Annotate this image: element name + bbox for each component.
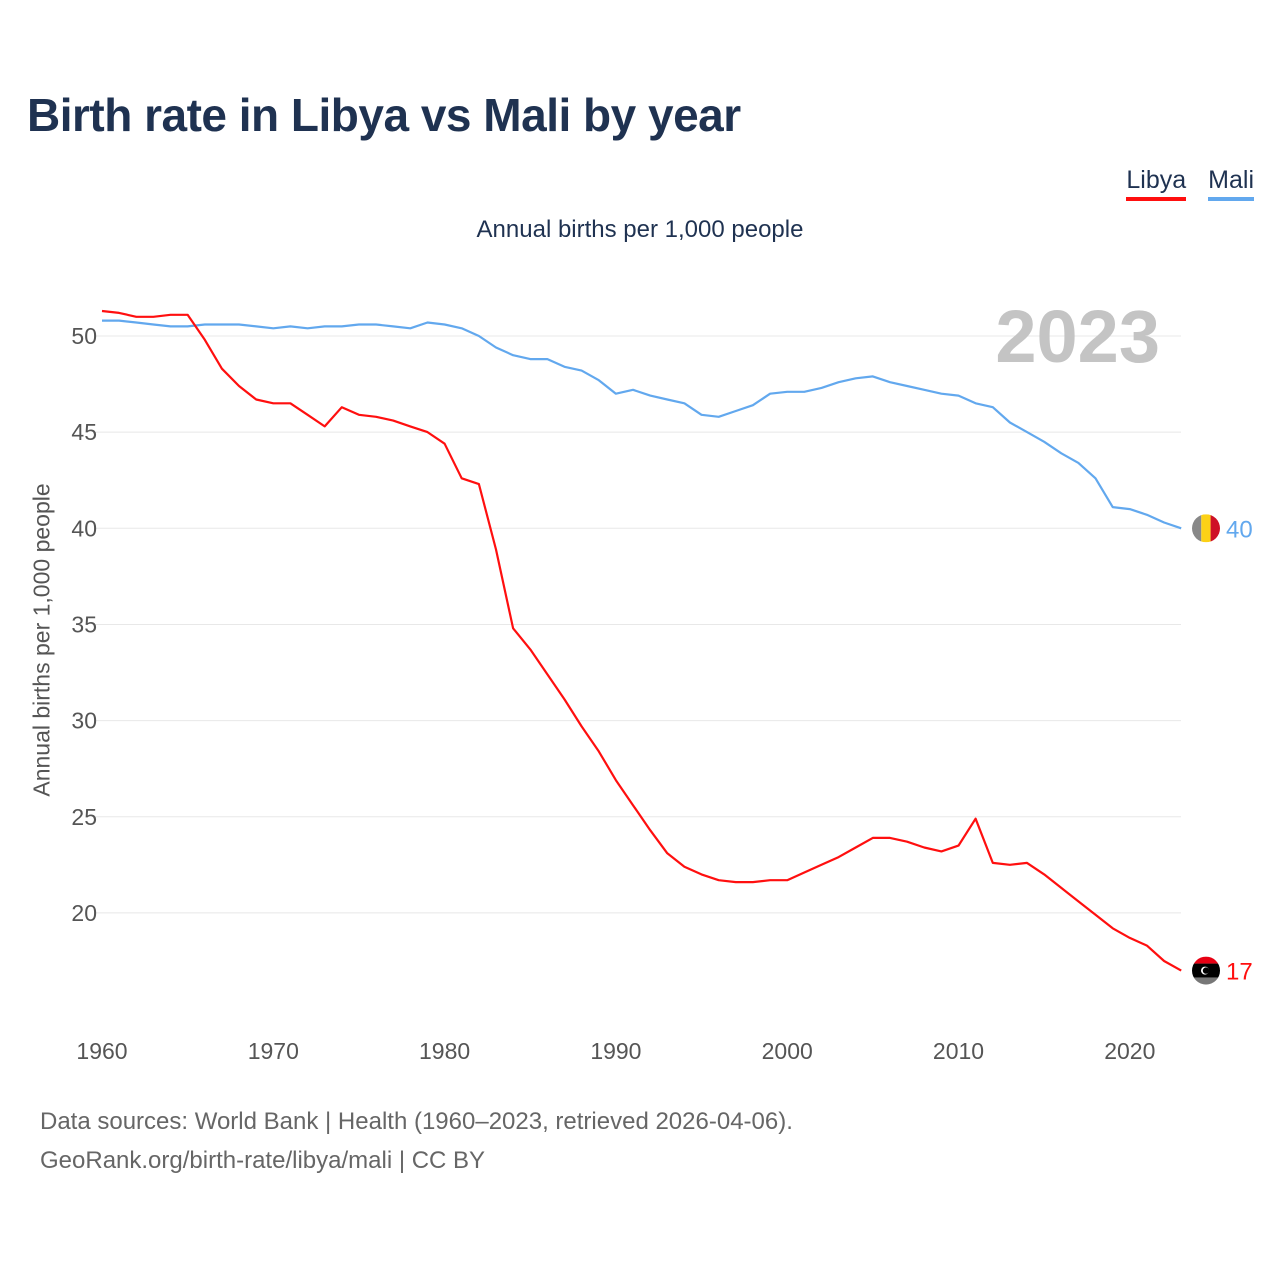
legend-mali[interactable]: Mali <box>1208 166 1254 201</box>
end-value-label: 17 <box>1226 959 1253 986</box>
y-tick-label: 45 <box>71 419 97 445</box>
legend: Libya Mali <box>1126 166 1254 201</box>
y-tick-label: 25 <box>71 804 97 830</box>
year-label: 2023 <box>995 295 1160 378</box>
series-line-libya <box>101 309 1182 972</box>
end-value-label: 40 <box>1226 516 1253 543</box>
libya-flag-icon <box>1192 956 1220 985</box>
y-tick-label: 50 <box>71 323 97 349</box>
x-tick-label: 2000 <box>762 1038 813 1064</box>
x-tick-label: 1980 <box>419 1038 470 1064</box>
data-source: Data sources: World Bank | Health (1960–… <box>40 1108 793 1135</box>
x-tick-label: 1960 <box>76 1038 127 1064</box>
x-tick-label: 2010 <box>933 1038 984 1064</box>
x-tick-label: 1970 <box>248 1038 299 1064</box>
chart-subtitle: Annual births per 1,000 people <box>476 216 804 243</box>
y-tick-label: 35 <box>71 611 97 637</box>
legend-libya[interactable]: Libya <box>1126 166 1187 201</box>
source-link[interactable]: GeoRank.org/birth-rate/libya/mali | CC B… <box>40 1147 486 1174</box>
mali-flag-icon <box>1192 514 1220 543</box>
chart-title: Birth rate in Libya vs Mali by year <box>27 89 741 141</box>
x-tick-label: 1990 <box>590 1038 641 1064</box>
y-tick-label: 30 <box>71 708 97 734</box>
series-line-mali <box>102 319 1182 530</box>
y-tick-label: 20 <box>71 900 97 926</box>
x-tick-label: 2020 <box>1104 1038 1155 1064</box>
y-tick-label: 40 <box>71 515 97 541</box>
